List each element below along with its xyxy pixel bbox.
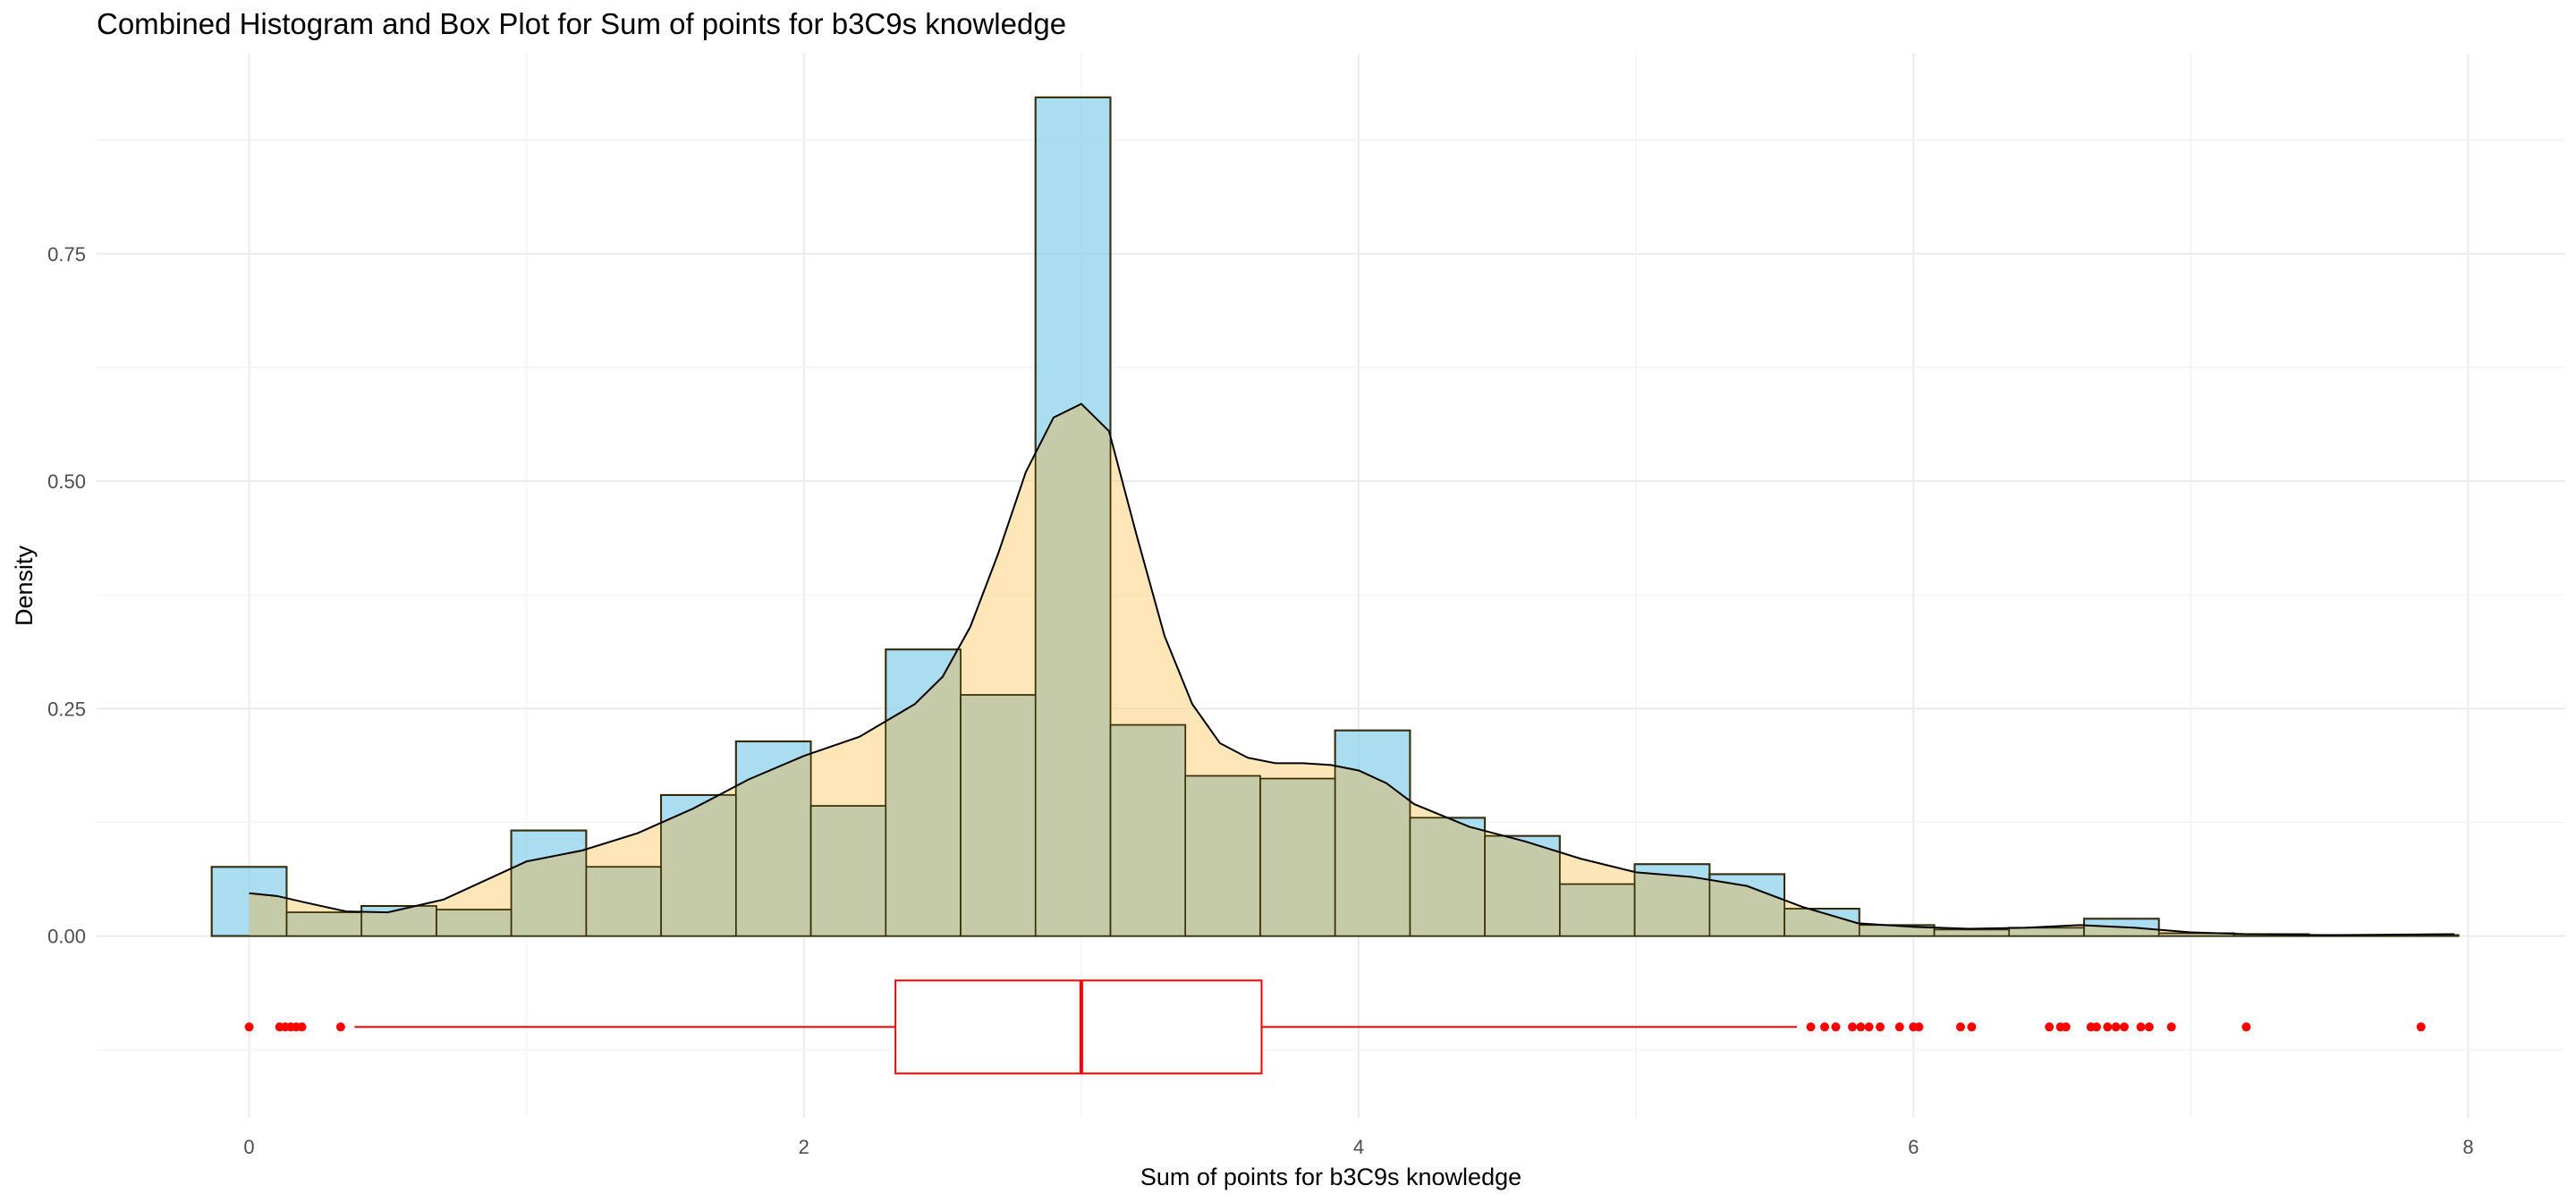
histogram-density-overlap	[1185, 775, 1260, 936]
outlier-point	[2045, 1022, 2055, 1032]
histogram-density-overlap	[735, 753, 811, 936]
histogram-density-overlap	[1634, 872, 1710, 936]
histogram-density-overlap	[2009, 927, 2084, 936]
outlier-point	[2136, 1022, 2146, 1032]
outlier-point	[2103, 1022, 2113, 1032]
outlier-point	[1820, 1022, 1829, 1032]
chart-title: Combined Histogram and Box Plot for Sum …	[97, 7, 1067, 40]
outlier-point	[1894, 1022, 1904, 1032]
boxplot	[244, 979, 2426, 1075]
tick-labels: 0 2 4 6 8 0.00 0.25 0.50 0.75	[47, 243, 2473, 1158]
histogram-density-overlap	[2083, 925, 2159, 936]
box	[894, 979, 1263, 1075]
histogram-density-overlap	[1784, 909, 1860, 936]
histogram-density-overlap	[1110, 724, 1186, 936]
outlier-point	[2061, 1022, 2071, 1032]
x-tick-label: 4	[1353, 1136, 1364, 1158]
histogram-bar-outline	[1708, 873, 1785, 937]
histogram-density-overlap	[810, 806, 886, 936]
histogram-density-overlap	[436, 910, 512, 936]
outlier-point	[2144, 1022, 2154, 1032]
outlier-point	[2091, 1022, 2101, 1032]
x-axis-title: Sum of points for b3C9s knowledge	[1140, 1164, 1521, 1190]
histogram-density-overlap	[361, 906, 436, 936]
outlier-point	[2111, 1022, 2121, 1032]
outlier-point	[1806, 1022, 1816, 1032]
histogram-density-overlap	[1259, 778, 1335, 936]
histogram-density-overlap	[1934, 929, 2010, 936]
outlier-point	[1967, 1022, 1977, 1032]
outlier-point	[1864, 1022, 1874, 1032]
histogram-bar-outline	[2083, 918, 2160, 937]
histogram-density-overlap	[1410, 817, 1486, 936]
histogram-bar-outline	[1034, 97, 1112, 937]
histogram-density-overlap	[1335, 766, 1411, 936]
histogram-density-overlap	[249, 893, 287, 936]
histogram-density-overlap	[1035, 404, 1111, 936]
histogram-density-overlap	[511, 849, 587, 936]
outlier-point	[1856, 1022, 1866, 1032]
outlier-point	[2241, 1022, 2251, 1032]
x-tick-label: 0	[243, 1136, 254, 1158]
outlier-point	[1848, 1022, 1858, 1032]
histogram-bar-outline	[1784, 908, 1860, 937]
outlier-point	[2119, 1022, 2129, 1032]
outlier-point	[1876, 1022, 1885, 1032]
outlier-point	[1955, 1022, 1965, 1032]
outlier-point	[335, 1022, 345, 1032]
outlier-point	[2166, 1022, 2176, 1032]
y-tick-label: 0.25	[47, 698, 86, 720]
outlier-point	[2416, 1022, 2426, 1032]
histogram-density-overlap	[661, 794, 736, 936]
x-tick-label: 2	[799, 1136, 809, 1158]
y-tick-label: 0.75	[47, 243, 86, 266]
y-tick-label: 0.50	[47, 470, 86, 493]
x-tick-label: 6	[1908, 1136, 1919, 1158]
histogram-density-overlap	[886, 649, 961, 936]
y-tick-label: 0.00	[47, 926, 86, 948]
outlier-point	[244, 1022, 254, 1032]
outlier-point	[1831, 1022, 1841, 1032]
histogram-density-overlap	[586, 867, 662, 936]
histogram-bar-outline	[210, 866, 288, 937]
histogram-overlap	[210, 97, 2460, 937]
outlier-point	[297, 1022, 307, 1032]
x-tick-label: 8	[2462, 1136, 2473, 1158]
histogram-density-overlap	[1485, 835, 1560, 936]
grid	[97, 54, 2565, 1118]
histogram-density-overlap	[961, 695, 1036, 936]
density-line	[249, 402, 2454, 936]
histogram-density-overlap	[286, 912, 362, 936]
y-axis-title: Density	[11, 545, 38, 626]
histogram-density-overlap	[1559, 884, 1635, 936]
outlier-point	[1914, 1022, 1924, 1032]
